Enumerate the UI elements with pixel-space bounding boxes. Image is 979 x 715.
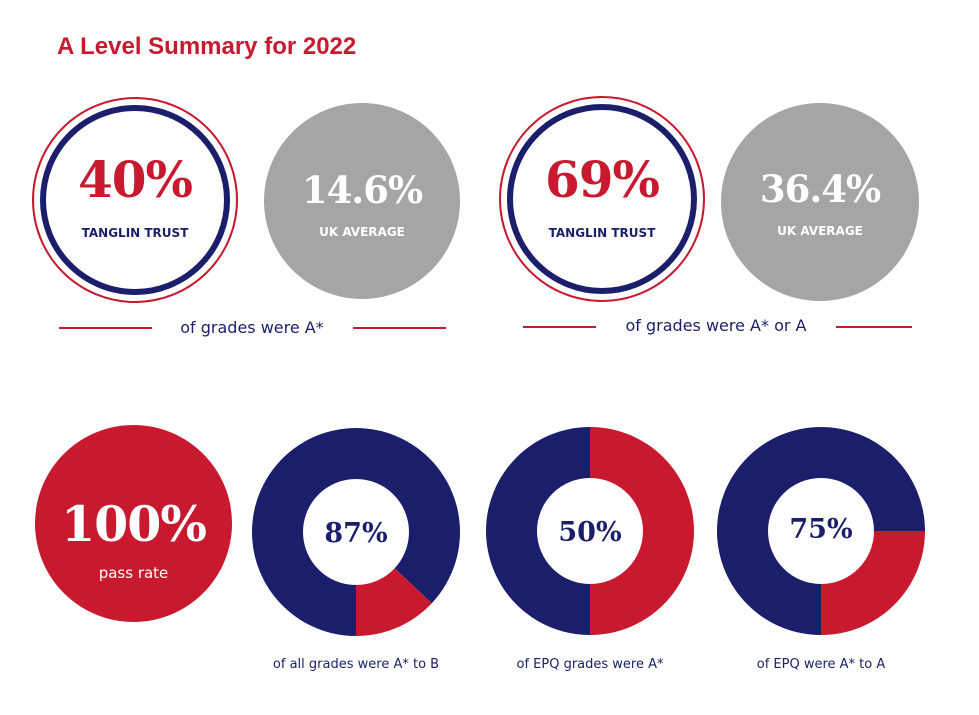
tanglin-ring-inner bbox=[40, 105, 230, 295]
tanglin-ring-inner bbox=[507, 104, 697, 294]
uk-average-a-star-or-a-circle bbox=[721, 103, 919, 301]
donut-chart-a-star-to-b bbox=[251, 428, 460, 636]
donut-chart-epq-a-star-to-a bbox=[717, 427, 925, 635]
tanglin-a-star-or-a-label: TANGLIN TRUST bbox=[548, 226, 656, 240]
donut-caption-a-star-to-b: of all grades were A* to B bbox=[272, 657, 440, 672]
donut-hole bbox=[537, 478, 643, 584]
tanglin-a-star-value: 40% bbox=[77, 150, 193, 209]
caption-rule-left bbox=[59, 327, 152, 329]
caption-rule-right bbox=[836, 326, 912, 328]
donut-hole bbox=[768, 478, 874, 584]
tanglin-ring-outer bbox=[32, 97, 238, 303]
uk-average-a-star-or-a-value: 36.4% bbox=[759, 167, 881, 211]
pass-rate-label: pass rate bbox=[98, 564, 169, 582]
donut-value-epq-a-star: 50% bbox=[558, 517, 622, 548]
tanglin-a-star-label: TANGLIN TRUST bbox=[81, 226, 189, 240]
donut-chart-epq-a-star bbox=[486, 427, 694, 635]
tanglin-a-star-or-a-value: 69% bbox=[544, 150, 660, 209]
donut-caption-epq-a-star: of EPQ grades were A* bbox=[516, 657, 664, 672]
donut-hole bbox=[303, 479, 409, 585]
uk-average-a-star-value: 14.6% bbox=[301, 168, 423, 212]
donut-value-epq-a-star-to-a: 75% bbox=[789, 514, 853, 545]
tanglin-ring-outer bbox=[499, 96, 705, 302]
uk-average-a-star-circle bbox=[264, 103, 460, 299]
donut-caption-epq-a-star-to-a: of EPQ were A* to A bbox=[756, 657, 886, 672]
page-title: A Level Summary for 2022 bbox=[57, 33, 357, 60]
pass-rate-value: 100% bbox=[61, 495, 207, 553]
a-star-caption: of grades were A* bbox=[180, 318, 324, 337]
donut-value-a-star-to-b: 87% bbox=[324, 518, 388, 549]
pass-rate-circle bbox=[35, 425, 232, 622]
uk-average-a-star-or-a-label: UK AVERAGE bbox=[777, 224, 863, 238]
caption-rule-right bbox=[353, 327, 446, 329]
uk-average-a-star-label: UK AVERAGE bbox=[319, 225, 405, 239]
a-star-or-a-caption: of grades were A* or A bbox=[625, 316, 807, 335]
caption-rule-left bbox=[523, 326, 596, 328]
